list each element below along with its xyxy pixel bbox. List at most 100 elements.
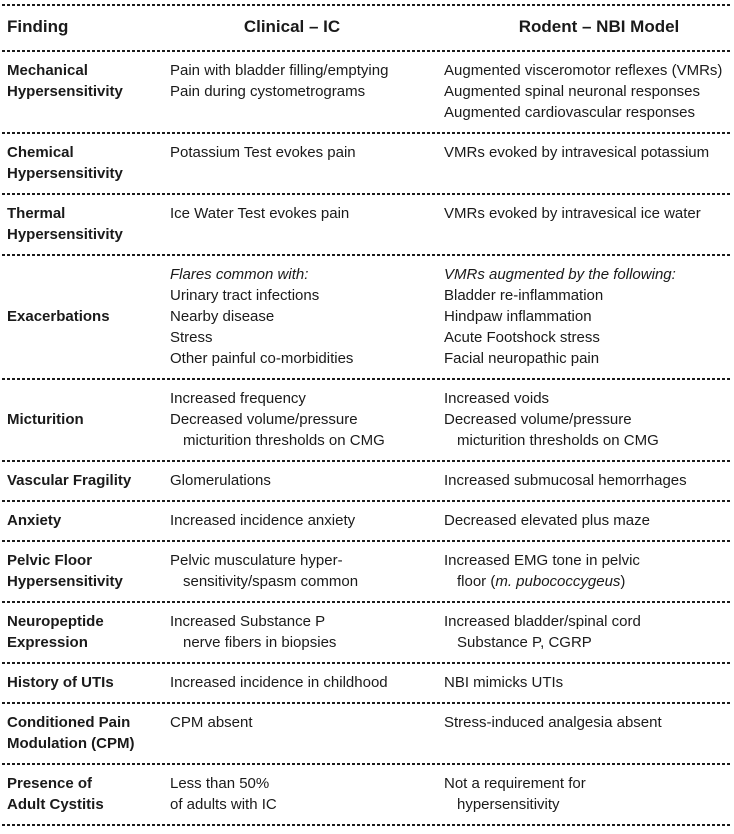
cell-line: Pelvic musculature hyper- bbox=[170, 552, 343, 569]
finding-cell: Pelvic Floor Hypersensitivity bbox=[7, 550, 170, 592]
cell-line: Presence of bbox=[7, 775, 93, 792]
cell-line: Pelvic Floor bbox=[7, 552, 93, 569]
cell-line: Anxiety bbox=[7, 512, 62, 529]
row-divider bbox=[2, 601, 732, 603]
cell-line: History of UTIs bbox=[7, 674, 114, 691]
cell-line: VMRs evoked by intravesical potassium bbox=[444, 144, 710, 161]
cell-line: Increased submucosal hemorrhages bbox=[444, 472, 687, 489]
cell-line: Exacerbations bbox=[7, 308, 110, 325]
row-divider bbox=[2, 662, 732, 664]
cell-line: Conditioned Pain bbox=[7, 714, 131, 731]
cell-line: Decreased elevated plus maze bbox=[444, 512, 650, 529]
clinical-cell: Increased incidence anxiety bbox=[170, 510, 444, 531]
cell-line: Mechanical bbox=[7, 62, 88, 79]
finding-cell: Chemical Hypersensitivity bbox=[7, 142, 170, 184]
cell-line: Facial neuropathic pain bbox=[444, 350, 600, 367]
cell-line: Substance P, CGRP bbox=[457, 634, 592, 651]
cell-line: Neuropeptide bbox=[7, 613, 104, 630]
row-divider bbox=[2, 254, 732, 256]
header-rodent-nbi-model: Rodent – NBI Model bbox=[518, 17, 680, 36]
text-segment: ) bbox=[620, 573, 626, 590]
cell-line: Not a requirement for bbox=[444, 775, 586, 792]
cell-line: Pain during cystometrograms bbox=[170, 83, 366, 100]
cell-line: Stress-induced analgesia absent bbox=[444, 714, 662, 731]
clinical-cell: Increased incidence in childhood bbox=[170, 672, 444, 693]
cell-line: Augmented spinal neuronal responses bbox=[444, 83, 701, 100]
header-finding: Finding bbox=[7, 17, 69, 36]
rodent-cell: VMRs augmented by the following: Bladder … bbox=[444, 264, 734, 369]
table-row: Exacerbations Flares common with: Urinary … bbox=[0, 256, 734, 378]
cell-line: Modulation (CPM) bbox=[7, 735, 135, 752]
header-clinical-ic: Clinical – IC bbox=[243, 17, 341, 36]
row-divider bbox=[2, 763, 732, 765]
finding-cell: Mechanical Hypersensitivity bbox=[7, 60, 170, 123]
row-divider bbox=[2, 460, 732, 462]
cell-line: Glomerulations bbox=[170, 472, 271, 489]
cell-line: micturition thresholds on CMG bbox=[457, 432, 659, 449]
cell-line: Urinary tract infections bbox=[170, 287, 320, 304]
clinical-cell: Glomerulations bbox=[170, 470, 444, 491]
cell-line: Pain with bladder filling/emptying bbox=[170, 62, 389, 79]
table-row: Thermal Hypersensitivity Ice Water Test ev… bbox=[0, 195, 734, 254]
cell-line: Adult Cystitis bbox=[7, 796, 104, 813]
finding-cell: History of UTIs bbox=[7, 672, 170, 693]
rodent-cell: Augmented visceromotor reflexes (VMRs) Au… bbox=[444, 60, 734, 123]
cell-line: Decreased volume/pressure bbox=[170, 411, 358, 428]
table-row: Micturition Increased frequency Decreased … bbox=[0, 380, 734, 460]
finding-cell: Neuropeptide Expression bbox=[7, 611, 170, 653]
clinical-cell: Ice Water Test evokes pain bbox=[170, 203, 444, 245]
cell-line: Decreased volume/pressure bbox=[444, 411, 632, 428]
table-body: Mechanical Hypersensitivity Pain with blad… bbox=[0, 52, 734, 826]
clinical-cell: Increased frequency Decreased volume/pres… bbox=[170, 388, 444, 451]
cell-line: Increased Substance P bbox=[170, 613, 326, 630]
clinical-cell: Pain with bladder filling/emptying Pain d… bbox=[170, 60, 444, 123]
cell-line: Flares common with: bbox=[170, 266, 309, 283]
clinical-cell: CPM absent bbox=[170, 712, 444, 754]
row-divider bbox=[2, 824, 732, 826]
cell-line: NBI mimicks UTIs bbox=[444, 674, 564, 691]
clinical-cell: Flares common with: Urinary tract infecti… bbox=[170, 264, 444, 369]
cell-line: Stress bbox=[170, 329, 213, 346]
row-divider bbox=[2, 193, 732, 195]
row-divider bbox=[2, 540, 732, 542]
finding-cell: Micturition bbox=[7, 409, 170, 430]
row-divider bbox=[2, 702, 732, 704]
finding-cell: Presence of Adult Cystitis bbox=[7, 773, 170, 815]
clinical-cell: Pelvic musculature hyper-sensitivity/spa… bbox=[170, 550, 444, 592]
clinical-cell: Potassium Test evokes pain bbox=[170, 142, 444, 184]
table-row: Chemical Hypersensitivity Potassium Test e… bbox=[0, 134, 734, 193]
cell-line: Acute Footshock stress bbox=[444, 329, 600, 346]
table-row: Neuropeptide Expression Increased Substanc… bbox=[0, 603, 734, 662]
cell-line: VMRs augmented by the following: bbox=[444, 266, 676, 283]
rodent-cell: NBI mimicks UTIs bbox=[444, 672, 734, 693]
row-divider bbox=[2, 132, 732, 134]
rodent-cell: Not a requirement for hypersensitivity bbox=[444, 773, 734, 815]
cell-line: Other painful co-morbidities bbox=[170, 350, 354, 367]
finding-cell: Anxiety bbox=[7, 510, 170, 531]
cell-line: Nearby disease bbox=[170, 308, 275, 325]
rodent-cell: Increased voids Decreased volume/pressure… bbox=[444, 388, 734, 451]
rodent-cell: Increased bladder/spinal cord Substance P… bbox=[444, 611, 734, 653]
cell-line: Hypersensitivity bbox=[7, 226, 123, 243]
rodent-cell: Increased EMG tone in pelvic floor (m. pu… bbox=[444, 550, 734, 592]
cell-line: Increased frequency bbox=[170, 390, 306, 407]
cell-line: VMRs evoked by intravesical ice water bbox=[444, 205, 701, 222]
cell-line: Augmented cardiovascular responses bbox=[444, 104, 695, 121]
cell-line: Increased EMG tone in pelvic bbox=[444, 552, 640, 569]
cell-line: floor (m. pubococcygeus) bbox=[444, 571, 730, 592]
clinical-cell: Less than 50% of adults with IC bbox=[170, 773, 444, 815]
header-divider bbox=[2, 50, 732, 52]
table-row: Mechanical Hypersensitivity Pain with blad… bbox=[0, 52, 734, 132]
cell-line: Hypersensitivity bbox=[7, 83, 123, 100]
cell-line: Increased voids bbox=[444, 390, 550, 407]
cell-line: CPM absent bbox=[170, 714, 253, 731]
cell-line: Increased incidence in childhood bbox=[170, 674, 388, 691]
cell-line: Chemical bbox=[7, 144, 74, 161]
top-rule bbox=[2, 4, 732, 6]
cell-line: Augmented visceromotor reflexes (VMRs) bbox=[444, 62, 723, 79]
cell-line: Increased incidence anxiety bbox=[170, 512, 356, 529]
cell-line: hypersensitivity bbox=[457, 796, 560, 813]
table-row: Anxiety Increased incidence anxiety Decrea… bbox=[0, 502, 734, 540]
finding-cell: Conditioned Pain Modulation (CPM) bbox=[7, 712, 170, 754]
